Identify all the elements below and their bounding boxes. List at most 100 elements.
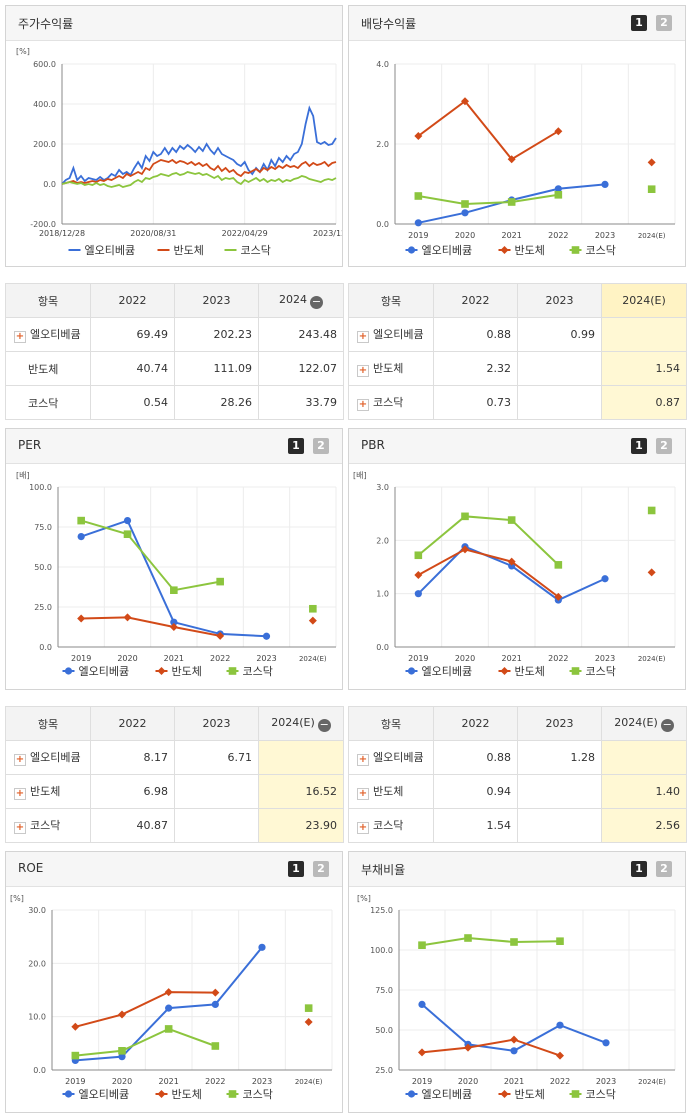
header-2024e-label: 2024(E): [614, 715, 658, 729]
row-label[interactable]: + 엘오티베큠: [5, 317, 91, 352]
data-point-circle: [170, 618, 178, 626]
stock-return-table: 항목 2022 2023 2024− + 엘오티베큠 69.49 202.23 2…: [5, 283, 344, 420]
x-tick-label: 2022: [210, 654, 230, 663]
plus-icon[interactable]: +: [357, 822, 369, 834]
row-label[interactable]: + 엘오티베큠: [348, 317, 434, 352]
row-label[interactable]: + 코스닥: [5, 808, 91, 843]
row-label[interactable]: + 엘오티베큠: [348, 740, 434, 775]
legend-label: 코스닥: [586, 244, 616, 257]
plus-icon[interactable]: +: [14, 788, 26, 800]
cell: 16.52: [258, 774, 344, 809]
row-label-text: 엘오티베큠: [373, 328, 424, 341]
legend-label: 엘오티베큠: [79, 1088, 130, 1101]
data-point-square: [647, 506, 656, 515]
page-1-button[interactable]: 1: [631, 861, 647, 877]
cell: 23.90: [258, 808, 344, 843]
x-tick-label: 2021: [164, 654, 184, 663]
y-tick-label: 200.0: [33, 140, 56, 149]
header-item: 항목: [5, 283, 91, 318]
plus-icon[interactable]: +: [14, 754, 26, 766]
data-point-diamond: [164, 988, 173, 997]
dividend-yield-panel: 배당수익률 1 2 4.0 2.0 0.0 2019 2020 2021 2022 2023 2…: [348, 5, 686, 267]
series-line: [417, 548, 559, 598]
pbr-chart: [배] 3.0 2.0 1.0 0.0 2019 2020 2021 2022 2023 2024(…: [353, 471, 676, 678]
data-point-diamond: [414, 132, 423, 140]
unit-label: [배]: [353, 471, 367, 480]
cell: 0.88: [433, 317, 518, 352]
y-tick-label: 75.0: [34, 523, 52, 532]
data-point-square: [304, 1004, 313, 1012]
per-chart: [배] 100.0 75.0 50.0 25.0 0.0 2019 2020 2021 2022 2…: [16, 471, 337, 678]
x-tick-label: 2023: [595, 654, 615, 663]
page-1-button[interactable]: 1: [288, 861, 304, 877]
series-line: [421, 1038, 561, 1057]
table-row: + 반도체 6.98 16.52: [5, 774, 344, 809]
table-row: + 코스닥 40.87 23.90: [5, 808, 344, 843]
data-point-diamond: [123, 613, 132, 622]
legend-marker: [407, 1090, 416, 1098]
data-point-diamond: [418, 1048, 426, 1057]
plus-icon[interactable]: +: [357, 365, 369, 377]
page-2-button[interactable]: 2: [313, 861, 329, 877]
row-label[interactable]: + 반도체: [5, 774, 91, 809]
plus-icon[interactable]: +: [357, 788, 369, 800]
row-label[interactable]: + 반도체: [348, 351, 434, 386]
x-tick-label: 2020: [455, 654, 475, 663]
plus-icon[interactable]: +: [357, 754, 369, 766]
minus-icon[interactable]: −: [310, 294, 323, 309]
row-label[interactable]: + 반도체: [348, 774, 434, 809]
table-row: + 코스닥 0.73 0.87: [348, 385, 687, 420]
legend-marker: [500, 246, 509, 254]
page-1-button[interactable]: 1: [631, 15, 647, 31]
cell: 111.09: [174, 351, 259, 386]
page-2-button[interactable]: 2: [656, 861, 672, 877]
data-point-circle: [123, 517, 132, 525]
header-2024e: 2024(E) −: [601, 706, 687, 741]
minus-icon[interactable]: −: [660, 717, 674, 732]
data-point-square: [554, 561, 563, 569]
table-row: + 엘오티베큠 0.88 0.99: [348, 317, 687, 352]
minus-icon[interactable]: −: [317, 717, 331, 732]
data-point-diamond: [461, 545, 469, 554]
plus-icon[interactable]: +: [14, 822, 26, 834]
page-2-button[interactable]: 2: [656, 15, 672, 31]
y-tick-label: 10.0: [28, 1013, 46, 1022]
row-label-text: 반도체: [373, 785, 404, 798]
x-tick-label: 2023: [256, 654, 276, 663]
x-tick-label: 2020: [455, 231, 475, 240]
table-row: 코스닥 0.54 28.26 33.79: [5, 385, 344, 420]
page-1-button[interactable]: 1: [288, 438, 304, 454]
x-tick-label: 2019: [65, 1077, 85, 1086]
cell: 202.23: [174, 317, 259, 352]
plus-icon[interactable]: +: [14, 331, 26, 343]
plus-icon[interactable]: +: [357, 331, 369, 343]
cell: 28.26: [174, 385, 259, 420]
page-2-button[interactable]: 2: [656, 438, 672, 454]
x-tick-label: 2023: [596, 1077, 616, 1086]
row-label-text: 엘오티베큠: [30, 751, 81, 764]
row-label[interactable]: + 코스닥: [348, 385, 434, 420]
unit-label: [%]: [16, 47, 30, 56]
cell: [601, 740, 687, 775]
header-2024e-label: 2024(E): [271, 715, 315, 729]
data-point-diamond: [118, 1010, 126, 1019]
header-2022: 2022: [90, 283, 175, 318]
legend-marker: [64, 1090, 73, 1098]
row-label-text: 코스닥: [373, 819, 404, 832]
header-2023: 2023: [174, 706, 259, 741]
row-label-text: 엘오티베큠: [30, 328, 81, 341]
cell: 243.48: [258, 317, 344, 352]
data-point-circle: [602, 1039, 610, 1047]
cell: [174, 808, 259, 843]
cell: 0.88: [433, 740, 518, 775]
data-point-square: [461, 200, 469, 208]
page-2-button[interactable]: 2: [313, 438, 329, 454]
row-label[interactable]: + 코스닥: [348, 808, 434, 843]
header-2023: 2023: [517, 283, 602, 318]
data-point-diamond: [510, 1035, 518, 1044]
y-tick-label: 2.0: [376, 140, 389, 149]
page-1-button[interactable]: 1: [631, 438, 647, 454]
plus-icon[interactable]: +: [357, 399, 369, 411]
y-tick-label: 0.0: [376, 220, 389, 229]
row-label[interactable]: + 엘오티베큠: [5, 740, 91, 775]
